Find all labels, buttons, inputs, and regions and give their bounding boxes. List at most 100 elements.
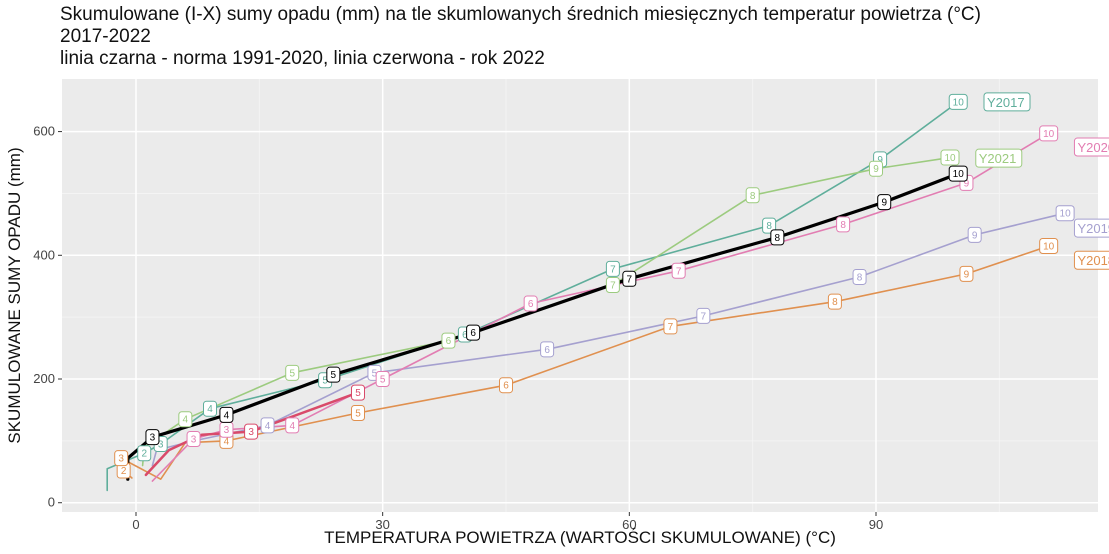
point-label-box	[186, 431, 201, 448]
point-label-box	[285, 364, 300, 381]
point-label-box	[178, 411, 193, 428]
point-label-box	[540, 341, 555, 358]
point-label: 4	[289, 421, 295, 432]
point-label: 9	[972, 230, 978, 241]
point-label-box	[260, 417, 275, 434]
point-label-box	[605, 260, 620, 277]
x-axis-title: TEMPERATURA POWIETRZA (WARTOŚCI SKUMULOW…	[324, 528, 836, 547]
point-label: 5	[355, 388, 361, 399]
point-label: 2	[121, 466, 127, 477]
point-label: 8	[775, 233, 781, 244]
point-label: 4	[183, 415, 189, 426]
point-label: 4	[265, 421, 271, 432]
point-label: 3	[118, 454, 124, 465]
point-label: 9	[881, 198, 887, 209]
point-label: 5	[331, 370, 337, 381]
point-label-box	[959, 265, 974, 282]
point-label: 3	[191, 435, 197, 446]
point-label-box	[762, 217, 777, 234]
series-label-y2020: Y2020	[1077, 140, 1109, 155]
point-label: 5	[289, 368, 295, 379]
point-label: 4	[224, 410, 230, 421]
point-label-box	[605, 276, 620, 293]
point-label: 10	[953, 169, 965, 180]
point-label-box	[137, 445, 152, 462]
point-label: 3	[224, 425, 230, 436]
point-label-box	[869, 160, 883, 177]
point-label: 5	[355, 409, 361, 420]
point-label: 8	[750, 191, 756, 202]
chart-title-block: Skumulowane (I-X) sumy opadu (mm) na tle…	[60, 4, 981, 70]
x-tick-label: 0	[132, 517, 139, 532]
point-label: 4	[207, 404, 213, 415]
x-tick-label: 60	[622, 517, 636, 532]
x-tick-label: 30	[375, 517, 389, 532]
chart-subtitle: linia czarna - norma 1991-2020, linia cz…	[60, 48, 545, 69]
point-label-box	[1039, 238, 1059, 255]
point-label-box	[622, 270, 637, 287]
point-label: 2	[141, 449, 147, 460]
point-label: 7	[701, 311, 707, 322]
series-label-y2018: Y2018	[1077, 253, 1109, 268]
point-label: 6	[462, 330, 468, 341]
point-label: 3	[158, 439, 164, 450]
y-tick-label: 200	[33, 371, 55, 386]
point-label: 9	[873, 164, 879, 175]
point-label: 6	[503, 381, 509, 392]
point-label: 9	[877, 155, 883, 166]
point-label-box	[285, 417, 300, 434]
series-label-y2017: Y2017	[987, 95, 1025, 110]
point-label-box	[948, 93, 968, 110]
series-label-box	[1073, 137, 1109, 157]
chart-title-years: 2017-2022	[60, 26, 151, 47]
point-label: 10	[953, 97, 965, 108]
series-label-y2019: Y2019	[1077, 221, 1109, 236]
point-label: 8	[832, 297, 838, 308]
point-label-box	[499, 377, 513, 394]
point-label-box	[1055, 205, 1075, 222]
point-label-box	[836, 216, 851, 233]
point-label: 5	[380, 375, 386, 386]
point-label-box	[326, 366, 341, 383]
point-label-box	[770, 229, 785, 246]
point-label-box	[671, 262, 686, 279]
point-label-box	[967, 226, 982, 243]
point-label: 6	[446, 336, 452, 347]
point-label-box	[827, 293, 842, 310]
point-label-box	[852, 268, 867, 285]
point-label: 6	[470, 328, 476, 339]
point-label: 5	[372, 368, 378, 379]
point-label-box	[523, 295, 538, 312]
chart-title: Skumulowane (I-X) sumy opadu (mm) na tle…	[60, 4, 981, 25]
point-label: 10	[944, 153, 956, 164]
point-label-box	[466, 324, 481, 341]
series-label-box	[1073, 250, 1109, 270]
point-label-box	[114, 450, 129, 467]
point-label: 8	[766, 221, 772, 232]
point-label: 7	[610, 280, 616, 291]
point-label-box	[145, 429, 160, 446]
point-label-box	[940, 149, 960, 166]
point-label: 5	[322, 376, 328, 387]
point-label: 7	[610, 264, 616, 275]
series-label-y2021: Y2021	[979, 151, 1017, 166]
point-label-box	[877, 194, 892, 211]
point-label: 7	[668, 322, 674, 333]
point-label: 8	[840, 220, 846, 231]
series-label-box	[1073, 218, 1109, 238]
point-label: 8	[857, 272, 863, 283]
point-label-box	[375, 371, 390, 388]
series-label-box	[975, 148, 1023, 168]
y-tick-label: 0	[48, 495, 55, 510]
point-label-box	[1039, 125, 1059, 142]
point-label: 3	[150, 433, 156, 444]
point-label: 9	[964, 269, 970, 280]
point-label: 6	[544, 345, 550, 356]
point-label-box	[696, 307, 711, 324]
point-label: 3	[248, 427, 254, 438]
point-label: 6	[528, 299, 534, 310]
y-tick-label: 400	[33, 247, 55, 262]
point-label: 10	[1043, 129, 1055, 140]
point-label-box	[948, 165, 968, 182]
